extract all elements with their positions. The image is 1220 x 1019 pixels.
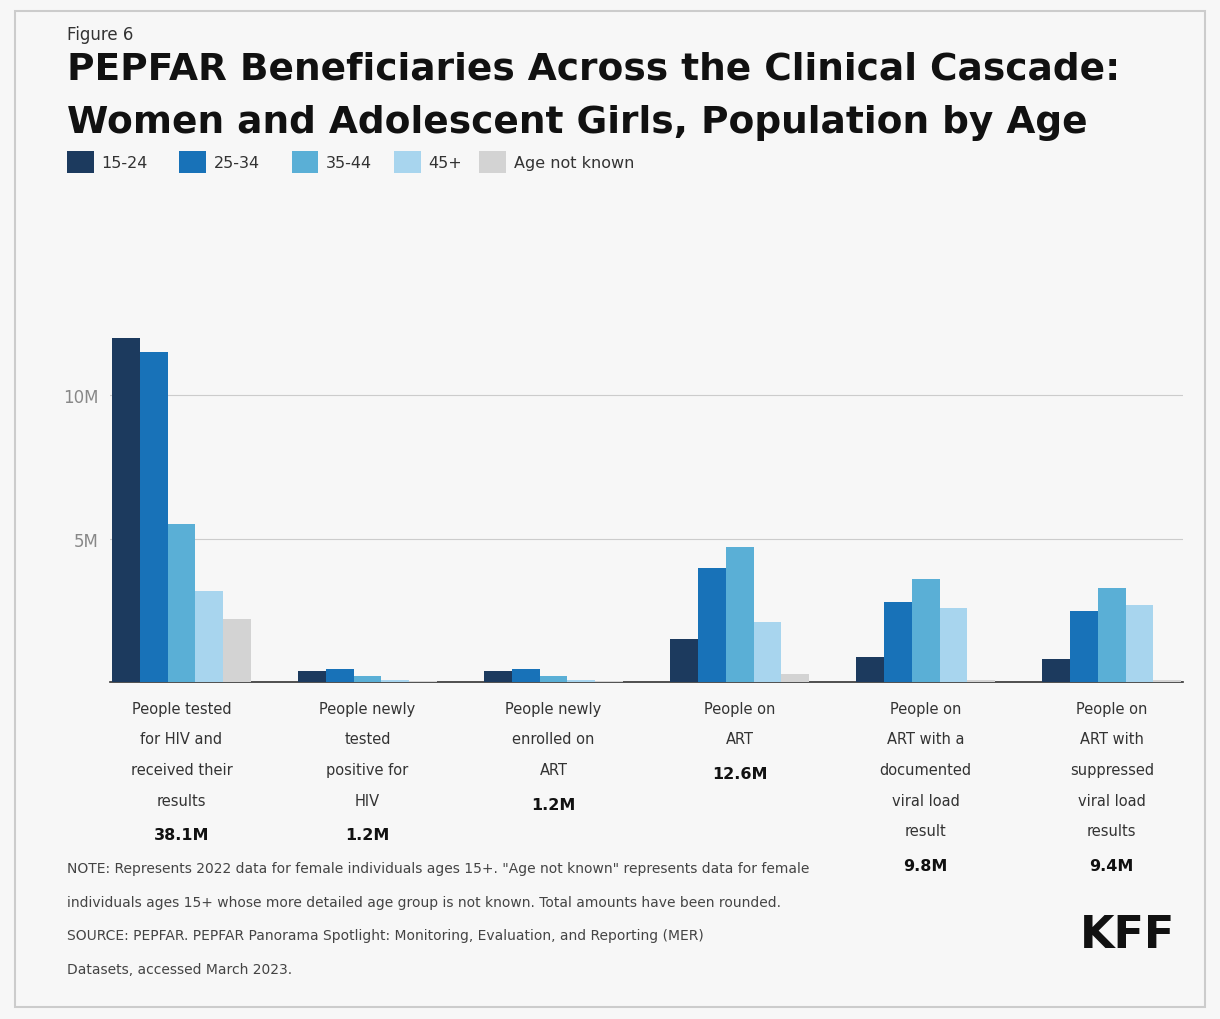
Bar <box>856 657 884 683</box>
Bar <box>484 672 512 683</box>
Text: ART: ART <box>539 762 567 777</box>
Bar <box>939 608 967 683</box>
Text: received their: received their <box>131 762 232 777</box>
Text: 9.4M: 9.4M <box>1089 858 1133 873</box>
Bar <box>223 620 251 683</box>
Bar <box>512 668 539 683</box>
Text: 25-34: 25-34 <box>214 156 260 170</box>
Text: individuals ages 15+ whose more detailed age group is not known. Total amounts h: individuals ages 15+ whose more detailed… <box>67 895 781 909</box>
Text: PEPFAR Beneficiaries Across the Clinical Cascade:: PEPFAR Beneficiaries Across the Clinical… <box>67 51 1120 87</box>
Text: 38.1M: 38.1M <box>154 827 209 843</box>
Bar <box>195 591 223 683</box>
Text: for HIV and: for HIV and <box>140 732 222 747</box>
Text: suppressed: suppressed <box>1070 762 1154 777</box>
Text: 12.6M: 12.6M <box>712 766 767 782</box>
Text: 15-24: 15-24 <box>101 156 148 170</box>
Text: NOTE: Represents 2022 data for female individuals ages 15+. "Age not known" repr: NOTE: Represents 2022 data for female in… <box>67 861 810 875</box>
Text: ART with a: ART with a <box>887 732 965 747</box>
Bar <box>1070 611 1098 683</box>
Bar <box>539 677 567 683</box>
Text: People newly: People newly <box>505 701 601 716</box>
Bar <box>1042 659 1070 683</box>
Text: Datasets, accessed March 2023.: Datasets, accessed March 2023. <box>67 962 293 976</box>
Text: results: results <box>156 793 206 808</box>
Bar <box>967 680 996 683</box>
Text: People on: People on <box>891 701 961 716</box>
Bar <box>754 623 781 683</box>
Bar <box>670 640 698 683</box>
Text: tested: tested <box>344 732 390 747</box>
Text: SOURCE: PEPFAR. PEPFAR Panorama Spotlight: Monitoring, Evaluation, and Reporting: SOURCE: PEPFAR. PEPFAR Panorama Spotligh… <box>67 928 704 943</box>
Text: HIV: HIV <box>355 793 381 808</box>
Bar <box>1126 605 1153 683</box>
Bar <box>167 525 195 683</box>
Bar <box>409 681 437 683</box>
Bar <box>884 602 911 683</box>
Bar <box>595 682 623 683</box>
Text: People on: People on <box>1076 701 1148 716</box>
Text: viral load: viral load <box>892 793 960 808</box>
Bar <box>298 672 326 683</box>
Text: People newly: People newly <box>320 701 416 716</box>
Bar <box>112 338 140 683</box>
Bar <box>326 669 354 683</box>
Bar <box>567 680 595 683</box>
Bar <box>911 580 939 683</box>
Text: 35-44: 35-44 <box>326 156 372 170</box>
Text: ART with: ART with <box>1080 732 1143 747</box>
Text: People on: People on <box>704 701 776 716</box>
Text: 9.8M: 9.8M <box>904 858 948 873</box>
Bar <box>140 353 167 683</box>
Bar <box>354 677 382 683</box>
Text: results: results <box>1087 823 1137 839</box>
Text: enrolled on: enrolled on <box>512 732 595 747</box>
Text: 45+: 45+ <box>428 156 462 170</box>
Text: People tested: People tested <box>132 701 232 716</box>
Text: documented: documented <box>880 762 972 777</box>
Text: 1.2M: 1.2M <box>532 797 576 812</box>
Bar <box>781 675 809 683</box>
Text: 1.2M: 1.2M <box>345 827 389 843</box>
Text: Figure 6: Figure 6 <box>67 25 133 44</box>
Text: result: result <box>905 823 947 839</box>
Text: positive for: positive for <box>327 762 409 777</box>
Bar <box>726 548 754 683</box>
Bar <box>1098 588 1126 683</box>
Text: viral load: viral load <box>1077 793 1146 808</box>
Text: ART: ART <box>726 732 754 747</box>
Bar <box>382 680 409 683</box>
Bar <box>1153 680 1181 683</box>
Text: Age not known: Age not known <box>514 156 634 170</box>
Text: KFF: KFF <box>1080 913 1175 956</box>
Bar <box>698 568 726 683</box>
Text: Women and Adolescent Girls, Population by Age: Women and Adolescent Girls, Population b… <box>67 105 1088 141</box>
